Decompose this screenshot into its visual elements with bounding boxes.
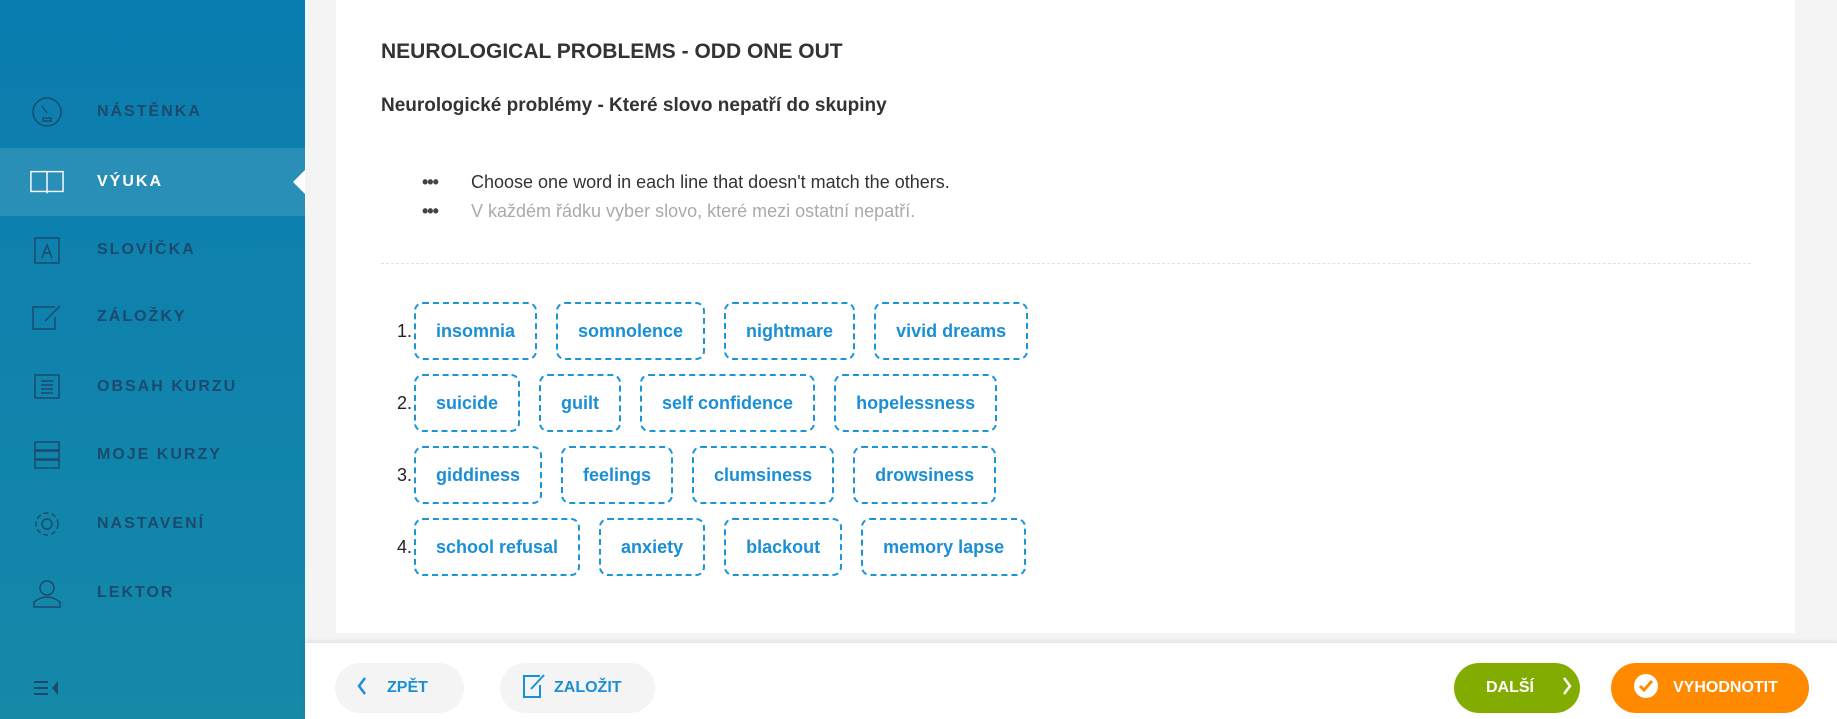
courses-list-icon xyxy=(30,438,64,472)
exercise-row: 2. suicide guilt self confidence hopelessnes… xyxy=(392,374,1016,432)
page-title: NEUROLOGICAL PROBLEMS - ODD ONE OUT xyxy=(381,40,843,63)
open-book-icon xyxy=(30,165,64,199)
word-option[interactable]: drowsiness xyxy=(853,446,997,504)
sidebar-item-moje-kurzy[interactable]: MOJE KURZY xyxy=(0,421,305,489)
tutor-headset-icon xyxy=(30,576,64,610)
row-number: 4. xyxy=(396,536,412,557)
exercise-row: 3. giddiness feelings clumsiness drowsiness xyxy=(392,446,1015,504)
next-label: DALŠÍ xyxy=(1486,679,1534,696)
word-option[interactable]: vivid dreams xyxy=(874,302,1029,360)
sidebar-item-label: ZÁLOŽKY xyxy=(97,308,187,325)
word-option[interactable]: insomnia xyxy=(414,302,538,360)
chevron-left-icon xyxy=(357,676,367,700)
instruction-cz: ••• V každém řádku vyber slovo, které mez… xyxy=(422,201,915,222)
chevron-right-icon xyxy=(1562,676,1572,700)
exercise-row: 1. insomnia somnolence nightmare vivid dream… xyxy=(392,302,1047,360)
evaluate-button[interactable]: VYHODNOTIT xyxy=(1611,663,1809,713)
sidebar-item-nastaveni[interactable]: NASTAVENÍ xyxy=(0,490,305,558)
sidebar-item-slovicka[interactable]: SLOVÍČKA xyxy=(0,216,305,284)
word-option[interactable]: clumsiness xyxy=(692,446,835,504)
exercise-card: NEUROLOGICAL PROBLEMS - ODD ONE OUT Neur… xyxy=(336,0,1795,633)
sidebar-item-obsah-kurzu[interactable]: OBSAH KURZU xyxy=(0,353,305,421)
word-option[interactable]: giddiness xyxy=(414,446,543,504)
word-option[interactable]: memory lapse xyxy=(861,518,1027,576)
sidebar-item-label: MOJE KURZY xyxy=(97,446,222,463)
sidebar-item-label: SLOVÍČKA xyxy=(97,241,196,258)
word-option[interactable]: self confidence xyxy=(640,374,816,432)
exercise-row: 4. school refusal anxiety blackout memory la… xyxy=(392,518,1045,576)
sidebar-item-zalozky[interactable]: ZÁLOŽKY xyxy=(0,283,305,351)
word-option[interactable]: hopelessness xyxy=(834,374,998,432)
sidebar-item-label: NÁSTĚNKA xyxy=(97,103,202,120)
bookmark-edit-icon xyxy=(30,300,64,334)
word-option[interactable]: blackout xyxy=(724,518,843,576)
row-number: 3. xyxy=(396,464,412,485)
gear-icon xyxy=(30,507,64,541)
next-button[interactable]: DALŠÍ xyxy=(1454,663,1580,713)
divider xyxy=(381,263,1751,264)
word-option[interactable]: guilt xyxy=(539,374,622,432)
instruction-text: V každém řádku vyber slovo, které mezi o… xyxy=(471,201,916,221)
word-option[interactable]: school refusal xyxy=(414,518,581,576)
word-option[interactable]: nightmare xyxy=(724,302,856,360)
document-list-icon xyxy=(30,370,64,404)
dashboard-gauge-icon xyxy=(30,95,64,129)
word-option[interactable]: anxiety xyxy=(599,518,706,576)
sidebar-item-lektor[interactable]: LEKTOR xyxy=(0,559,305,627)
page-subtitle: Neurologické problémy - Které slovo nepa… xyxy=(381,95,887,116)
vocabulary-book-icon xyxy=(30,233,64,267)
collapse-menu-icon[interactable] xyxy=(32,678,62,698)
sidebar: NÁSTĚNKA VÝUKA SLOVÍČKA ZÁLOŽKY OBSAH KU… xyxy=(0,0,305,719)
sidebar-item-label: NASTAVENÍ xyxy=(97,515,206,532)
instruction-en: ••• Choose one word in each line that doe… xyxy=(422,172,950,193)
check-circle-icon xyxy=(1633,673,1659,704)
instruction-text: Choose one word in each line that doesn'… xyxy=(471,172,950,192)
sidebar-item-label: OBSAH KURZU xyxy=(97,378,238,395)
bookmark-button[interactable]: ZALOŽIT xyxy=(500,663,655,713)
bookmark-edit-icon xyxy=(522,673,546,704)
row-number: 1. xyxy=(396,320,412,341)
row-number: 2. xyxy=(396,392,412,413)
sidebar-item-label: LEKTOR xyxy=(97,584,175,601)
back-label: ZPĚT xyxy=(387,679,428,696)
word-option[interactable]: feelings xyxy=(561,446,674,504)
back-button[interactable]: ZPĚT xyxy=(335,663,464,713)
evaluate-label: VYHODNOTIT xyxy=(1673,679,1778,696)
bullet-icon: ••• xyxy=(422,172,439,192)
bookmark-label: ZALOŽIT xyxy=(554,679,622,696)
bottom-toolbar: ZPĚT ZALOŽIT DALŠÍ VYHODNOTIT xyxy=(305,642,1837,719)
word-option[interactable]: somnolence xyxy=(556,302,706,360)
sidebar-item-label: VÝUKA xyxy=(97,173,164,190)
sidebar-item-vyuka[interactable]: VÝUKA xyxy=(0,148,305,216)
word-option[interactable]: suicide xyxy=(414,374,521,432)
sidebar-item-nastenka[interactable]: NÁSTĚNKA xyxy=(0,78,305,146)
bullet-icon: ••• xyxy=(422,201,439,221)
